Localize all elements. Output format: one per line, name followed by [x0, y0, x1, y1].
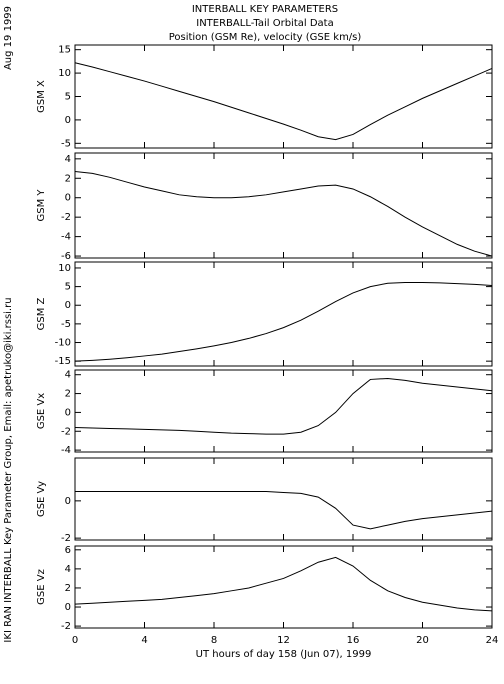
y-axis-label: GSE Vz — [36, 569, 47, 605]
y-tick-label: 4 — [65, 370, 71, 381]
panel-frame — [74, 44, 493, 149]
y-tick-label: 10 — [58, 263, 71, 274]
y-tick-label: -4 — [61, 445, 71, 456]
data-line — [74, 62, 493, 141]
y-tick-label: 0 — [65, 602, 71, 613]
panel-frame — [74, 545, 493, 629]
panel-frame — [74, 261, 493, 367]
y-tick-label: -15 — [55, 356, 71, 367]
y-tick-label: 0 — [65, 193, 71, 204]
panel-frame — [74, 152, 493, 259]
y-tick-label: 2 — [65, 389, 71, 400]
data-line — [74, 377, 493, 435]
y-tick-label: -2 — [61, 533, 71, 544]
y-tick-label: 4 — [65, 154, 71, 165]
y-axis-label: GSE Vx — [36, 393, 47, 429]
y-tick-label: -4 — [61, 232, 71, 243]
y-tick-label: 5 — [65, 92, 71, 103]
y-tick-label: 10 — [58, 68, 71, 79]
y-tick-label: 4 — [65, 564, 71, 575]
y-tick-label: 0 — [65, 496, 71, 507]
y-tick-label: 2 — [65, 583, 71, 594]
y-tick-label: 15 — [58, 45, 71, 56]
title-line: INTERBALL-Tail Orbital Data — [196, 18, 333, 29]
x-tick-label: 8 — [211, 635, 217, 646]
x-tick-label: 4 — [141, 635, 147, 646]
y-tick-label: -2 — [61, 212, 71, 223]
x-tick-label: 24 — [486, 635, 499, 646]
x-tick-label: 20 — [416, 635, 429, 646]
y-tick-label: -6 — [61, 251, 71, 262]
panel-frame — [74, 457, 493, 541]
title-line: Position (GSM Re), velocity (GSE km/s) — [169, 32, 362, 43]
y-tick-label: -2 — [61, 621, 71, 632]
x-axis-label: UT hours of day 158 (Jun 07), 1999 — [196, 649, 372, 660]
y-tick-label: 0 — [65, 300, 71, 311]
x-tick-label: 16 — [347, 635, 360, 646]
credit: IKI RAN INTERBALL Key Parameter Group, E… — [3, 297, 14, 642]
panel-frame — [74, 369, 493, 453]
y-tick-label: 2 — [65, 173, 71, 184]
x-tick-label: 12 — [277, 635, 290, 646]
x-tick-label: 0 — [72, 635, 78, 646]
y-axis-label: GSM Y — [36, 189, 47, 222]
data-line — [75, 491, 493, 530]
title-line: INTERBALL KEY PARAMETERS — [192, 4, 338, 15]
y-axis-label: GSM X — [36, 80, 47, 113]
data-line — [74, 282, 493, 362]
y-axis-label: GSE Vy — [36, 481, 47, 517]
y-tick-label: 6 — [65, 545, 71, 556]
y-tick-label: 0 — [65, 407, 71, 418]
date-label: Aug 19 1999 — [3, 6, 14, 70]
y-tick-label: -10 — [55, 338, 71, 349]
y-tick-label: -2 — [61, 426, 71, 437]
data-line — [74, 170, 493, 257]
data-line — [74, 556, 493, 612]
y-tick-label: -5 — [61, 319, 71, 330]
y-axis-label: GSM Z — [36, 297, 47, 330]
y-tick-label: -5 — [61, 138, 71, 149]
y-tick-label: 0 — [65, 115, 71, 126]
y-tick-label: 5 — [65, 282, 71, 293]
